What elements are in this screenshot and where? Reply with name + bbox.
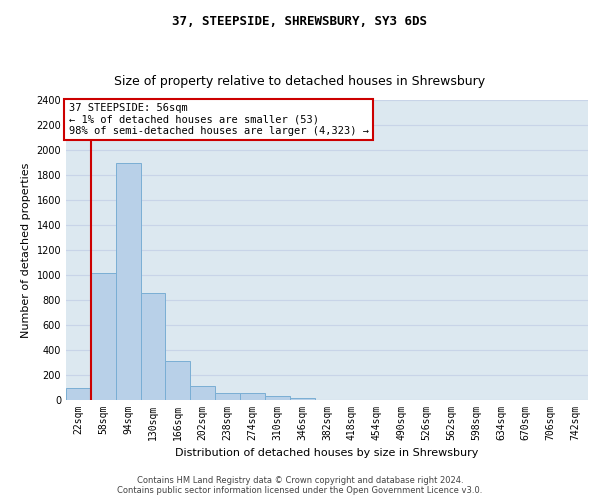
Text: Size of property relative to detached houses in Shrewsbury: Size of property relative to detached ho… xyxy=(115,74,485,88)
Bar xyxy=(66,388,91,400)
Bar xyxy=(290,398,314,400)
Bar xyxy=(190,386,215,400)
Bar xyxy=(166,360,190,400)
Text: 37, STEEPSIDE, SHREWSBURY, SY3 6DS: 37, STEEPSIDE, SHREWSBURY, SY3 6DS xyxy=(173,15,427,28)
X-axis label: Distribution of detached houses by size in Shrewsbury: Distribution of detached houses by size … xyxy=(175,448,479,458)
Bar xyxy=(91,273,116,400)
Text: Contains HM Land Registry data © Crown copyright and database right 2024.
Contai: Contains HM Land Registry data © Crown c… xyxy=(118,476,482,495)
Bar xyxy=(116,163,140,400)
Bar xyxy=(140,292,166,400)
Text: 37 STEEPSIDE: 56sqm
← 1% of detached houses are smaller (53)
98% of semi-detache: 37 STEEPSIDE: 56sqm ← 1% of detached hou… xyxy=(68,103,368,136)
Bar xyxy=(265,396,290,400)
Bar xyxy=(240,393,265,400)
Y-axis label: Number of detached properties: Number of detached properties xyxy=(21,162,31,338)
Bar xyxy=(215,392,240,400)
